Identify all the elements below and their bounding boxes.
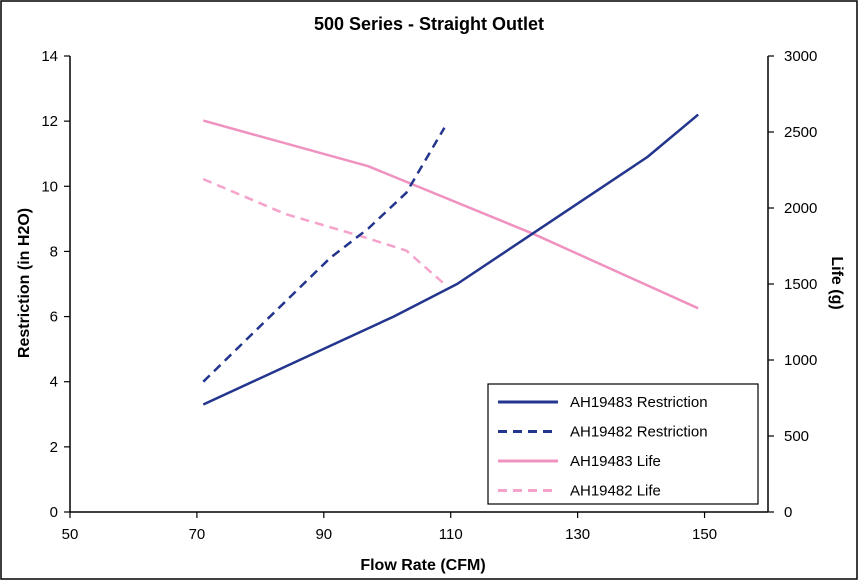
series-line-ah19483-life: [202, 119, 699, 310]
x-tick-label: 50: [62, 526, 79, 543]
legend-box: [487, 383, 759, 505]
x-axis-title: Flow Rate (CFM): [360, 557, 485, 574]
y2-tick-label: 2500: [784, 124, 817, 141]
legend-label: AH19483 Life: [570, 453, 661, 470]
plot-area: 50 70 90 110 130 1500246810121405001000150020…: [41, 48, 817, 543]
y2-tick-label: 1500: [784, 276, 817, 293]
y-tick-label: 14: [41, 48, 58, 65]
chart-title: 500 Series - Straight Outlet: [314, 14, 544, 34]
legend-label: AH19482 Restriction: [570, 424, 708, 441]
series-line-ah19482-restriction: [202, 127, 446, 383]
y-tick-label: 12: [41, 113, 58, 130]
series-line-ah19482-life: [202, 177, 446, 285]
x-tick-label: 150: [692, 526, 717, 543]
series-line-ah19483-restriction: [202, 113, 700, 406]
y2-tick-label: 0: [784, 504, 792, 521]
x-tick-label: 70: [189, 526, 206, 543]
y-tick-label: 10: [41, 178, 58, 195]
y2-tick-label: 1000: [784, 352, 817, 369]
legend-label: AH19483 Restriction: [570, 394, 708, 411]
y2-tick-label: 3000: [784, 48, 817, 65]
x-tick-label: 90: [315, 526, 332, 543]
x-tick-label: 130: [565, 526, 590, 543]
y-tick-label: 4: [50, 374, 58, 391]
x-tick-label: 110: [439, 526, 463, 543]
y-tick-label: 0: [50, 504, 58, 521]
y-tick-label: 8: [50, 243, 58, 260]
y-tick-label: 6: [50, 309, 58, 326]
y-axis-title: Restriction (in H2O): [16, 208, 33, 358]
y2-axis-title: Life (g): [828, 256, 845, 309]
y2-tick-label: 2000: [784, 200, 817, 217]
y-tick-label: 2: [50, 439, 58, 456]
y2-tick-label: 500: [784, 428, 809, 445]
legend-label: AH19482 Life: [570, 483, 661, 500]
